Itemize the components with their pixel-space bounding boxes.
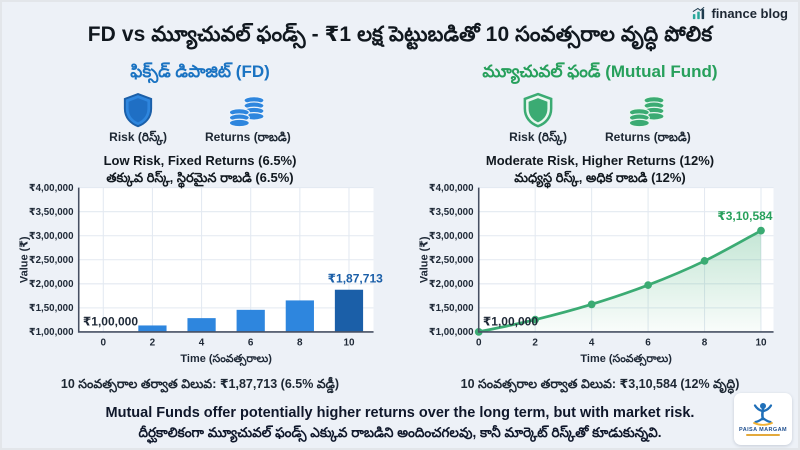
- svg-text:0: 0: [101, 338, 107, 349]
- svg-text:₹1,00,000: ₹1,00,000: [29, 327, 74, 338]
- brand-name: finance blog: [711, 6, 788, 21]
- fd-returns-group: Returns (రాబడి): [205, 94, 291, 147]
- page-title: FD vs మ్యూచువల్ ఫండ్స్ - ₹1 లక్ష పెట్టుబ…: [87, 23, 713, 46]
- footer-note: Mutual Funds offer potentially higher re…: [0, 405, 800, 444]
- mf-risk-label: Risk (రిస్క్): [509, 130, 568, 144]
- jumping-person-icon: [753, 403, 773, 426]
- svg-text:8: 8: [297, 338, 303, 349]
- fd-panel: ఫిక్స్‌డ్ డిపాజిట్ (FD) Risk (రిస్క్): [0, 60, 400, 395]
- logo-tagline: [746, 434, 780, 436]
- mf-desc-en: Moderate Risk, Higher Returns (12%): [485, 153, 715, 168]
- mf-returns-group: Returns (రాబడి): [605, 94, 691, 147]
- svg-text:₹1,87,713: ₹1,87,713: [328, 271, 383, 285]
- mf-risk-group: Risk (రిస్క్): [509, 92, 567, 147]
- svg-text:₹2,00,000: ₹2,00,000: [429, 279, 474, 290]
- fd-desc-en: Low Risk, Fixed Returns (6.5%): [103, 153, 297, 168]
- fd-risk-label: Risk (రిస్క్): [109, 130, 168, 144]
- svg-text:₹3,00,000: ₹3,00,000: [29, 231, 74, 242]
- svg-text:₹1,00,000: ₹1,00,000: [83, 315, 138, 329]
- fd-desc-te: తక్కువ రిస్క్, స్థిరమైన రాబడి (6.5%): [106, 170, 294, 185]
- footer-note-te: దీర్ఘకాలికంగా మ్యూచువల్ ఫండ్స్ ఎక్కువ రా…: [138, 425, 662, 440]
- svg-text:₹3,50,000: ₹3,50,000: [429, 207, 474, 218]
- svg-text:₹2,50,000: ₹2,50,000: [29, 255, 74, 266]
- svg-text:₹1,50,000: ₹1,50,000: [29, 303, 74, 314]
- svg-text:2: 2: [532, 338, 538, 349]
- svg-text:₹3,00,000: ₹3,00,000: [429, 231, 474, 242]
- svg-text:8: 8: [702, 338, 708, 349]
- fd-chart: ₹1,00,000 ₹1,50,000 ₹2,00,000 ₹2,50,000 ₹3,0…: [18, 183, 383, 367]
- svg-text:₹1,50,000: ₹1,50,000: [429, 303, 474, 314]
- mf-panel: మ్యూచువల్ ఫండ్ (Mutual Fund) Risk (రిస్క…: [400, 60, 800, 395]
- mf-returns-label: Returns (రాబడి): [605, 130, 691, 144]
- mf-caption: 10 సంవత్సరాల తర్వాత విలువ: ₹3,10,584 (12…: [460, 377, 740, 391]
- shield-icon: [123, 93, 153, 128]
- svg-text:₹4,00,000: ₹4,00,000: [429, 183, 474, 194]
- bar-chart-icon: [693, 6, 705, 20]
- mf-icons-row: Risk (రిస్క్) Retur: [509, 92, 691, 147]
- fd-caption: 10 సంవత్సరాల తర్వాత విలువ: ₹1,87,713 (6.…: [60, 377, 340, 391]
- svg-text:Time (సంవత్సరాలు): Time (సంవత్సరాలు): [180, 353, 272, 367]
- svg-text:6: 6: [645, 338, 651, 349]
- svg-text:10: 10: [755, 338, 767, 349]
- comparison-panels: ఫిక్స్‌డ్ డిపాజిట్ (FD) Risk (రిస్క్): [0, 60, 800, 395]
- svg-text:10: 10: [343, 338, 355, 349]
- svg-text:₹3,50,000: ₹3,50,000: [29, 207, 74, 218]
- svg-text:2: 2: [150, 338, 156, 349]
- mf-chart: ₹1,00,000 ₹1,50,000 ₹2,00,000 ₹2,50,000 ₹3,0…: [419, 183, 774, 367]
- shield-icon: [523, 92, 553, 128]
- svg-text:₹2,50,000: ₹2,50,000: [429, 255, 474, 266]
- mf-desc-te: మధ్యస్థ రిస్క్, అధిక రాబడి (12%): [514, 170, 686, 185]
- fd-icons-row: Risk (రిస్క్) Retur: [109, 92, 291, 147]
- svg-text:Time (సంవత్సరాలు): Time (సంవత్సరాలు): [580, 353, 672, 367]
- svg-text:₹3,10,584: ₹3,10,584: [717, 209, 772, 223]
- svg-text:₹1,00,000: ₹1,00,000: [429, 327, 474, 338]
- svg-text:Value (₹): Value (₹): [419, 236, 431, 283]
- svg-text:₹2,00,000: ₹2,00,000: [29, 279, 74, 290]
- svg-text:₹1,00,000: ₹1,00,000: [483, 315, 538, 329]
- svg-text:6: 6: [248, 338, 254, 349]
- svg-text:0: 0: [476, 338, 482, 349]
- mf-heading: మ్యూచువల్ ఫండ్ (Mutual Fund): [482, 62, 718, 81]
- logo-brand-name: PAISA MARGAM: [739, 427, 787, 433]
- footer-note-en: Mutual Funds offer potentially higher re…: [105, 405, 695, 421]
- fd-returns-label: Returns (రాబడి): [205, 130, 291, 144]
- fd-risk-group: Risk (రిస్క్): [109, 92, 167, 147]
- coins-icon: [628, 96, 665, 128]
- paisa-margam-logo: PAISA MARGAM: [734, 393, 792, 445]
- svg-text:4: 4: [199, 338, 205, 349]
- coins-icon: [228, 96, 265, 128]
- brand: finance blog: [691, 6, 788, 21]
- fd-heading: ఫిక్స్‌డ్ డిపాజిట్ (FD): [130, 62, 270, 81]
- svg-text:₹4,00,000: ₹4,00,000: [29, 183, 74, 194]
- svg-text:4: 4: [589, 338, 595, 349]
- svg-text:Value (₹): Value (₹): [18, 236, 30, 283]
